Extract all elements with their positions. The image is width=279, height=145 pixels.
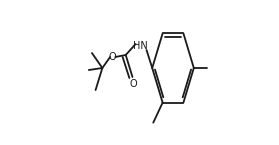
Text: O: O (109, 52, 117, 62)
Text: HN: HN (133, 41, 148, 51)
Text: O: O (130, 79, 137, 89)
